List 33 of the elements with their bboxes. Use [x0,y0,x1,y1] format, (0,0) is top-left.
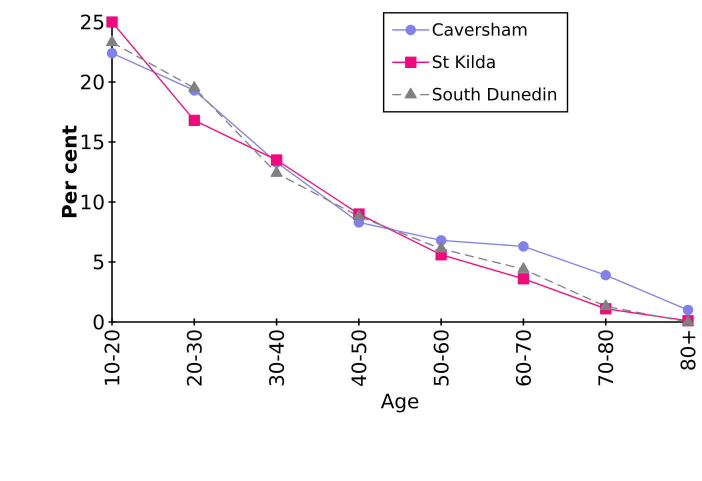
y-tick-label: 0 [94,314,104,330]
point [106,36,118,46]
point [188,114,200,126]
legend-label: Caversham [432,22,526,36]
x-tick-label: 30-40 [269,330,284,386]
x-tick-label: 40-50 [351,330,366,386]
x-tick-label: 70-80 [598,330,614,386]
y-tick-label: 5 [94,254,104,270]
x-tick-label: 60-70 [516,330,531,386]
x-axis-title: Age [380,394,418,412]
point [518,241,529,252]
x-tick-label: 50-60 [434,330,449,386]
point [600,300,612,310]
point [435,242,448,253]
point [270,154,282,166]
legend-label: St Kilda [432,55,495,68]
y-tick-label: 15 [82,134,104,150]
x-tick-label: 10-20 [104,330,120,385]
legend-label: South Dunedin [432,87,556,101]
y-tick-label: 25 [81,14,104,30]
y-axis-title: Per cent [62,126,77,218]
x-tick-label: 80+ [680,331,696,370]
y-tick-label: 10 [82,194,104,210]
point [517,262,530,273]
x-tick-label: 20-30 [186,330,202,386]
point [106,48,118,58]
point [600,270,611,280]
point [682,304,694,316]
point [106,16,118,28]
point [518,273,530,284]
point [188,81,200,92]
y-tick-label: 20 [81,74,104,90]
point [270,166,283,177]
